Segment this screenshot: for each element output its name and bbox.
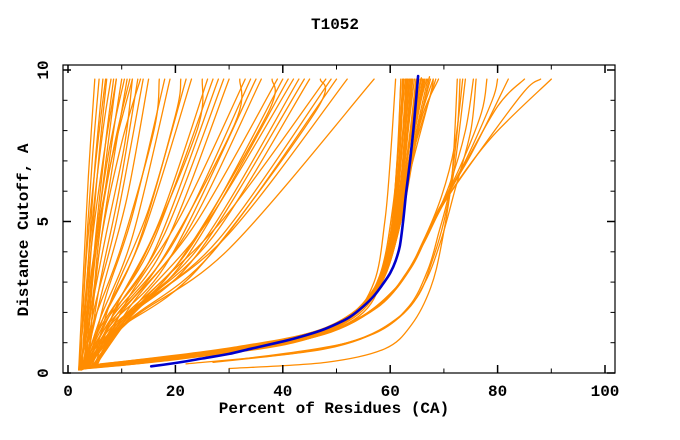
- x-tick-label: 0: [63, 383, 73, 401]
- highlighted-curve-group: [149, 74, 420, 368]
- ensemble-curve: [78, 78, 112, 371]
- highlighted-curve: [149, 74, 420, 368]
- ensemble-curve: [92, 78, 440, 367]
- y-tick-label: 5: [35, 217, 53, 227]
- ensemble-curve: [93, 78, 421, 367]
- y-tick-label: 10: [35, 60, 53, 79]
- ensemble-curve: [83, 78, 417, 369]
- ensemble-curve: [80, 78, 204, 371]
- ensemble-curve: [85, 78, 375, 370]
- ensemble-curve: [79, 78, 134, 371]
- ensemble-curve: [88, 78, 410, 368]
- ensemble-curve: [94, 78, 412, 367]
- ensemble-curve: [80, 78, 117, 370]
- ensemble-curve: [91, 78, 406, 367]
- ensemble-curve: [84, 78, 414, 368]
- axis-tick-labels-group: 0 20 40 60 80 100 0 5 10: [35, 60, 619, 401]
- x-axis-label: Percent of Residues (CA): [219, 400, 449, 418]
- ensemble-curve: [87, 78, 332, 369]
- ensemble-curve: [83, 78, 150, 369]
- ensemble-curve: [239, 78, 477, 361]
- ensemble-curve: [88, 78, 407, 368]
- ensemble-curve: [81, 78, 418, 370]
- ensemble-curve: [83, 78, 405, 369]
- ensemble-curve: [83, 78, 409, 368]
- ensemble-curve: [96, 78, 416, 366]
- ensemble-curve: [86, 78, 404, 368]
- x-tick-label: 100: [591, 383, 620, 401]
- ensemble-curves-group: [78, 76, 552, 371]
- ensemble-curve: [83, 78, 305, 370]
- x-tick-label: 40: [273, 383, 292, 401]
- ensemble-curve: [83, 78, 338, 370]
- ensemble-curve: [131, 78, 509, 362]
- ensemble-curve: [81, 78, 276, 371]
- ensemble-curve: [83, 78, 411, 370]
- plot-frame: [62, 64, 616, 374]
- ensemble-curve: [88, 78, 413, 367]
- chart-title: T1052: [311, 16, 359, 34]
- ensemble-curve: [83, 78, 405, 370]
- x-tick-label: 20: [166, 383, 185, 401]
- ensemble-curve: [80, 78, 134, 371]
- ensemble-curve: [110, 78, 488, 365]
- ensemble-curve: [82, 78, 413, 369]
- y-axis-label: Distance Cutoff, A: [15, 143, 33, 316]
- ensemble-curve: [83, 78, 230, 370]
- ensemble-curve: [80, 78, 117, 371]
- x-tick-label: 80: [488, 383, 507, 401]
- ensemble-curve: [83, 78, 128, 368]
- ensemble-curve: [82, 78, 144, 370]
- ensemble-curve: [78, 78, 96, 371]
- ensemble-curve: [80, 78, 243, 371]
- ensemble-curve: [86, 78, 429, 368]
- ensemble-curve: [79, 78, 107, 371]
- axis-ticks-group: [63, 65, 615, 374]
- ensemble-curve: [82, 78, 220, 370]
- ensemble-curve: [88, 78, 426, 368]
- ensemble-curve: [90, 78, 432, 367]
- x-tick-label: 60: [381, 383, 400, 401]
- ensemble-curve: [228, 78, 458, 370]
- y-tick-label: 0: [35, 368, 53, 378]
